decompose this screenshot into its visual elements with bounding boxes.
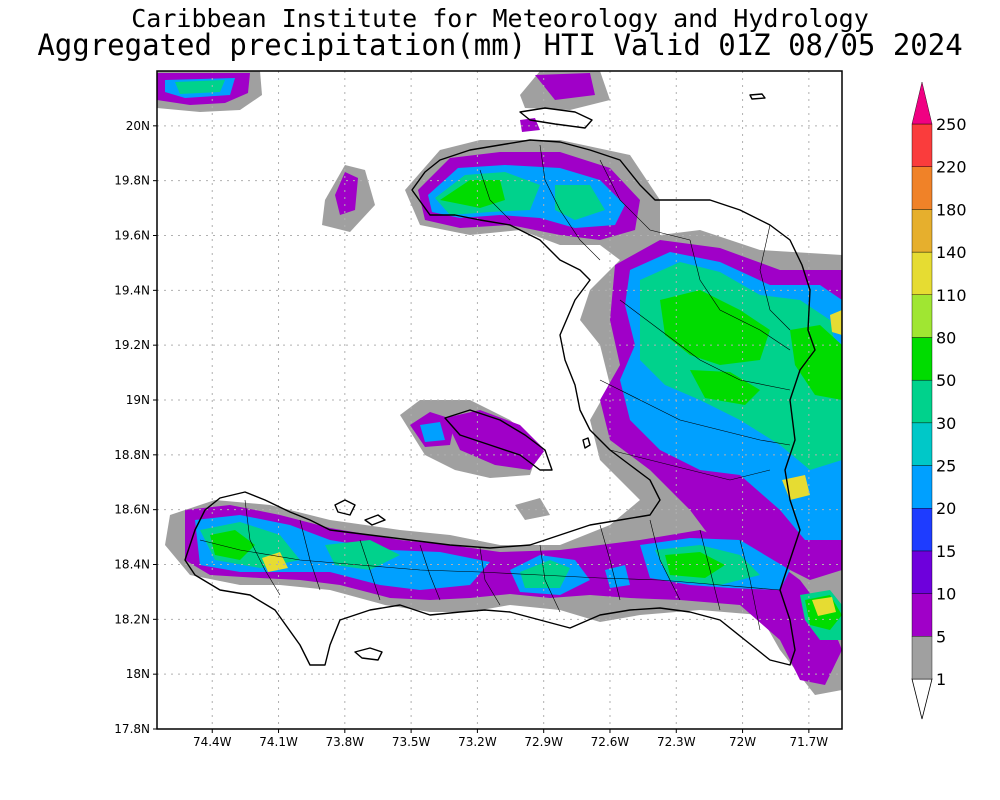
colorbar-label: 30 [936, 414, 956, 433]
colorbar-swatch [911, 294, 933, 338]
lon-tick-label: 74.1W [259, 735, 298, 749]
lon-tick-label: 73.2W [458, 735, 497, 749]
lon-tick-label: 74.4W [193, 735, 232, 749]
lat-tick-label: 18.6N [114, 503, 150, 517]
lat-tick-label: 18.2N [114, 612, 150, 626]
colorbar-swatch [911, 337, 933, 381]
lon-tick-label: 71.7W [790, 735, 829, 749]
colorbar-swatch [911, 593, 933, 637]
colorbar-under-arrow [911, 678, 933, 720]
colorbar-swatch [911, 465, 933, 509]
lat-tick-label: 18.8N [114, 448, 150, 462]
colorbar-swatch [911, 209, 933, 253]
colorbar-swatch [911, 550, 933, 594]
lat-tick-label: 17.8N [114, 722, 150, 736]
colorbar-swatch [911, 422, 933, 466]
lat-tick-label: 19.8N [114, 174, 150, 188]
colorbar-swatch [911, 379, 933, 424]
lon-tick-label: 72W [729, 735, 756, 749]
colorbar-swatch [911, 508, 933, 552]
colorbar-label: 50 [936, 371, 956, 390]
lon-tick-label: 72.6W [591, 735, 630, 749]
longitude-axis: 74.4W 74.1W 73.8W 73.5W 73.2W 72.9W 72.6W 72.3W… [193, 729, 828, 749]
colorbar-label: 10 [936, 585, 956, 604]
colorbar-swatch [911, 251, 933, 295]
colorbar-label: 250 [936, 115, 967, 134]
coastline [184, 93, 816, 666]
precipitation-field [157, 71, 842, 695]
colorbar-label: 15 [936, 542, 956, 561]
colorbar-label: 25 [936, 457, 956, 476]
lat-tick-label: 19N [126, 393, 150, 407]
lat-tick-label: 20N [126, 119, 150, 133]
colorbar-label: 110 [936, 286, 967, 305]
lat-tick-label: 19.6N [114, 229, 150, 243]
graticule-grid [157, 71, 842, 729]
lon-tick-label: 73.5W [392, 735, 431, 749]
colorbar-label: 80 [936, 328, 956, 347]
precip-layer-50mm [210, 180, 842, 630]
latitude-axis: 20N 19.8N 19.6N 19.4N 19.2N 19N 18.8N 18.6N 18.4… [114, 119, 157, 736]
colorbar-label: 5 [936, 627, 946, 646]
colorbar-label: 220 [936, 158, 967, 177]
lon-tick-label: 72.9W [524, 735, 563, 749]
chart-subtitle: Aggregated precipitation(mm) HTI Valid 0… [37, 28, 963, 62]
colorbar-swatch [911, 636, 933, 680]
colorbar-swatch [911, 123, 933, 167]
lat-tick-label: 18.4N [114, 558, 150, 572]
lon-tick-label: 73.8W [326, 735, 365, 749]
admin-boundaries [199, 144, 791, 631]
colorbar-swatch [911, 166, 933, 210]
colorbar-label: 140 [936, 243, 967, 262]
colorbar-label: 1 [936, 670, 946, 689]
lat-tick-label: 19.2N [114, 338, 150, 352]
colorbar-label: 180 [936, 200, 967, 219]
lat-tick-label: 19.4N [114, 283, 150, 297]
lon-tick-label: 72.3W [657, 735, 696, 749]
colorbar-over-arrow [911, 81, 933, 125]
colorbar-label: 20 [936, 499, 956, 518]
lat-tick-label: 18N [126, 667, 150, 681]
chart-title: Caribbean Institute for Meteorology and … [131, 4, 869, 33]
